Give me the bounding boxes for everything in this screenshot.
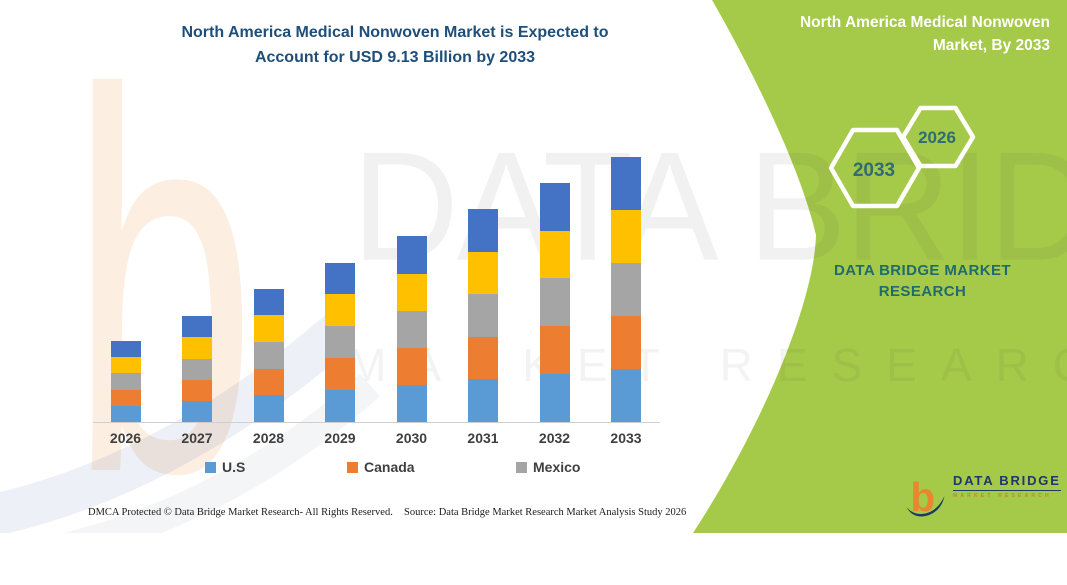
bar-segment [611,368,641,422]
bar-segment [110,389,141,406]
bar-segment [182,316,212,338]
legend-label: Mexico [533,459,581,475]
bar-segment [325,262,355,295]
bar-segment [539,326,570,375]
swoosh-watermark-icon [0,314,380,533]
bar-segment [182,379,212,401]
x-tick-label: 2027 [181,430,213,446]
bar-segment [325,358,355,391]
stacked-bar-2028 [253,288,284,422]
bar-segment [539,374,570,422]
bar-segment [468,251,498,295]
side-heading-line1: North America Medical Nonwoven [799,14,1050,31]
legend-item-us: U.S [205,459,245,475]
side-heading-line2: Market, By 2033 [932,37,1050,54]
legend-swatch [205,461,216,473]
x-tick-label: 2026 [109,430,142,446]
marketresearch-watermark-text: MARKET RESEARCH [348,339,1067,391]
bar-segment [253,341,284,369]
x-tick-label: 2033 [610,430,642,446]
legend-swatch [347,461,358,473]
x-tick-label: 2031 [467,430,499,446]
stacked-bar-2029 [325,262,355,422]
bar-segment [325,390,355,422]
chart-title-line1: North America Medical Nonwoven Market is… [181,24,609,41]
bar-segment [110,340,141,358]
logo-b-icon: b [906,474,945,520]
bar-segment [396,347,427,385]
bar-segment [468,294,498,337]
green-panel [693,0,1067,533]
bar-segment [396,384,427,422]
bar-segment [396,236,427,274]
legend-swatch [516,461,527,473]
bar-segment [325,326,355,359]
bar-segment [325,294,355,327]
side-panel-heading: North America Medical Nonwoven Market, B… [700,11,1050,57]
bar-segment [611,209,641,263]
bar-segment [253,315,284,342]
footer-dmca: DMCA Protected © Data Bridge Market Rese… [88,507,393,518]
year-hexagons: 2033 2026 [828,105,976,209]
logo-b-watermark-icon: b [70,0,257,585]
hexagon-2026-icon [900,105,976,169]
bar-segment [611,315,641,369]
bar-segment [182,400,212,422]
stacked-bar-2030 [396,236,427,422]
stacked-bar-2027 [182,316,212,422]
x-tick-label: 2032 [538,430,571,446]
bar-segment [253,395,284,422]
bar-segment [182,358,212,380]
logo-name: DATA BRIDGE [953,473,1061,491]
bar-segment [396,310,427,348]
bar-segment [468,208,498,252]
stacked-bar-2033 [611,156,641,422]
bar-segment [468,336,498,380]
bar-segment [539,278,570,327]
legend-label: Canada [364,459,415,475]
stacked-bar-2031 [468,208,498,422]
stacked-bar-2032 [539,182,570,422]
bar-segment [611,156,641,210]
hexagon-2033-icon [828,127,922,209]
brand-text: DATA BRIDGE MARKET RESEARCH [810,260,1035,302]
stacked-bar-2026 [110,340,141,422]
chart-title-line2: Account for USD 9.13 Billion by 2033 [254,49,536,66]
brand-text-line2: RESEARCH [878,283,967,300]
bar-segment [110,405,141,422]
legend-label: U.S [222,459,246,475]
dbmr-logo: b DATA BRIDGE MARKET RESEARCH [903,473,1061,521]
bar-segment [182,337,212,359]
bar-segment [253,368,284,396]
bar-segment [253,288,284,316]
bar-segment [110,357,141,374]
bar-segment [468,379,498,422]
legend-item-canada: Canada [347,459,415,475]
bar-segment [396,273,427,311]
footer-source: Source: Data Bridge Market Research Mark… [404,507,687,518]
x-tick-label: 2028 [252,430,285,446]
bar-segment [110,373,141,390]
legend-item-mexico: Mexico [516,459,580,475]
bar-segment [539,230,570,279]
bar-segment [539,182,570,231]
chart-title: North America Medical Nonwoven Market is… [95,20,695,70]
bar-segment [611,262,641,316]
logo-sub: MARKET RESEARCH [953,493,1052,499]
x-axis-line [93,422,660,423]
x-tick-label: 2030 [395,430,428,446]
hexagon-year-2026: 2026 [918,128,956,147]
x-tick-label: 2029 [324,430,356,446]
hexagon-year-2033: 2033 [853,160,895,181]
brand-text-line1: DATA BRIDGE MARKET [834,262,1011,279]
